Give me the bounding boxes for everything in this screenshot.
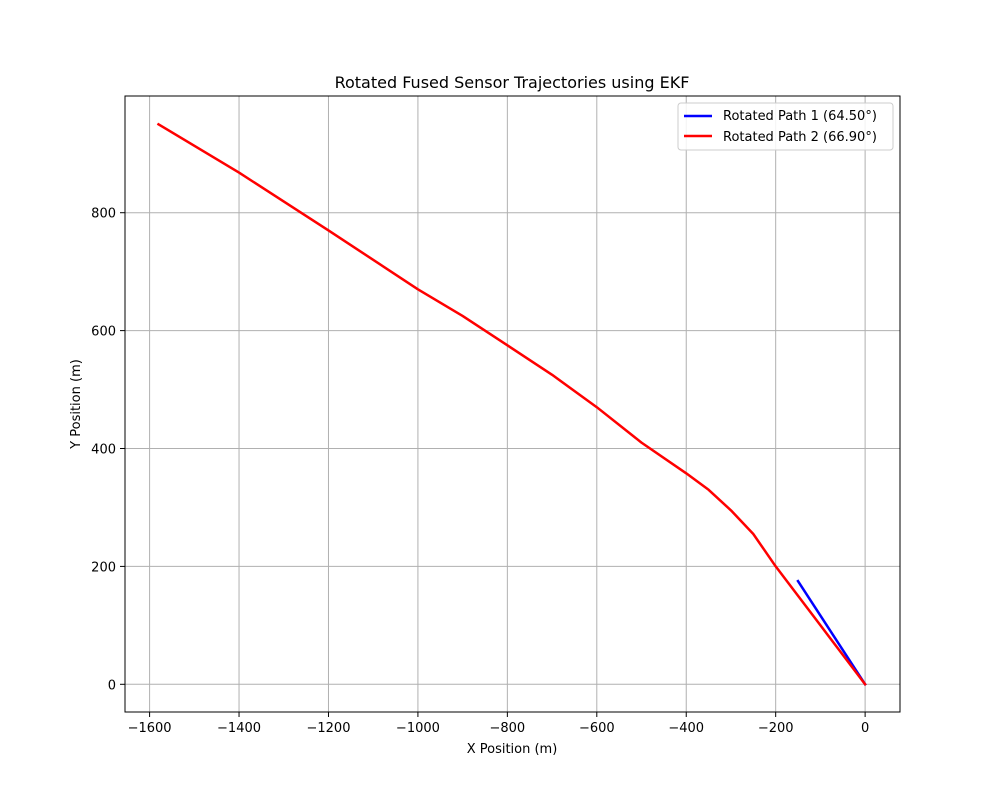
- y-tick-label: 0: [108, 678, 116, 693]
- series-line-path-2: [156, 122, 867, 687]
- y-tick-label: 400: [91, 443, 116, 458]
- series-layer: [156, 122, 867, 687]
- y-tick-label: 600: [91, 325, 116, 340]
- grid: [125, 96, 900, 712]
- axes-frame: [124, 95, 901, 713]
- legend-box: [677, 102, 894, 151]
- x-tick-label: −1400: [217, 721, 261, 736]
- x-tick-label: −1000: [396, 721, 440, 736]
- x-tick-label: −1200: [306, 721, 350, 736]
- series-line-path-1: [796, 579, 867, 687]
- x-tick-label: 0: [861, 721, 869, 736]
- y-tick-label: 800: [91, 207, 116, 222]
- legend-label-path-1: Rotated Path 1 (64.50°): [723, 109, 877, 124]
- y-axis-title: Y Position (m): [69, 359, 84, 450]
- chart-title: Rotated Fused Sensor Trajectories using …: [335, 73, 690, 92]
- legend-label-path-2: Rotated Path 2 (66.90°): [723, 130, 877, 145]
- x-axis-title: X Position (m): [467, 742, 558, 757]
- x-tick-label: −200: [758, 721, 794, 736]
- x-tick-label: −600: [579, 721, 615, 736]
- legend: Rotated Path 1 (64.50°) Rotated Path 2 (…: [677, 102, 894, 151]
- x-ticks: −1600 −1400 −1200 −1000 −800 −600 −400 −200 0: [128, 712, 869, 736]
- x-tick-label: −400: [668, 721, 704, 736]
- x-tick-label: −1600: [128, 721, 172, 736]
- x-tick-label: −800: [489, 721, 525, 736]
- y-ticks: 0 200 400 600 800: [91, 207, 125, 693]
- y-tick-label: 200: [91, 560, 116, 575]
